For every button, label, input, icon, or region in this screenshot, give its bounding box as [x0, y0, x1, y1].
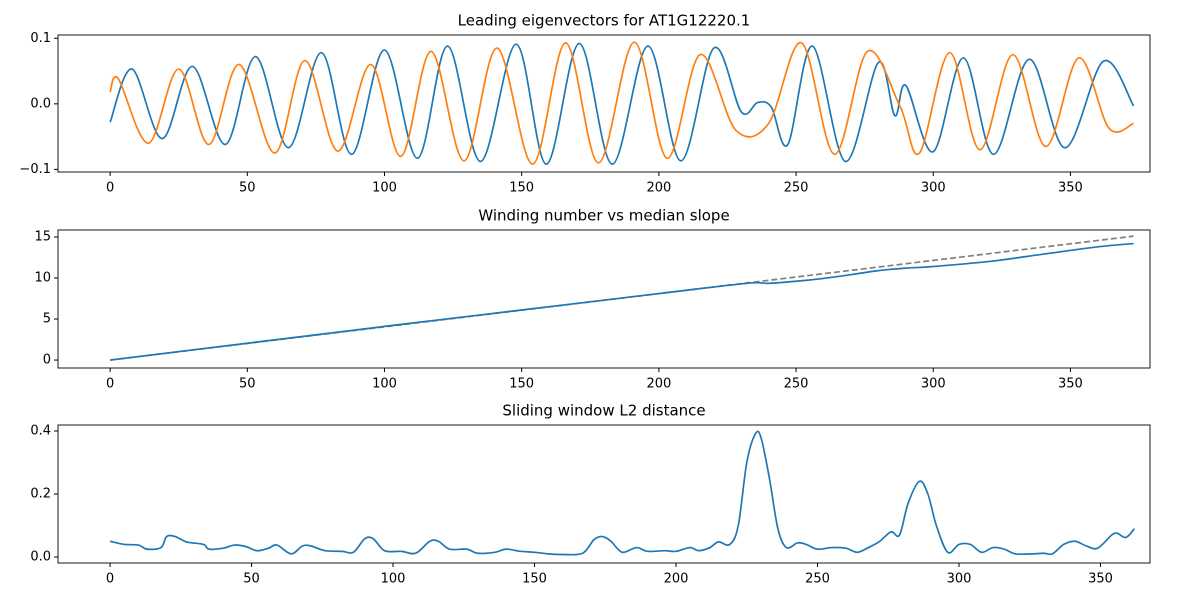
x-tick-label: 0 — [106, 377, 114, 392]
x-tick-label: 100 — [372, 181, 397, 196]
x-tick-label: 100 — [372, 377, 397, 392]
line-series — [110, 242, 1134, 361]
y-tick-label: 0.4 — [30, 423, 51, 438]
x-tick-label: 200 — [646, 181, 671, 196]
y-tick-label: 15 — [34, 229, 51, 244]
x-tick-label: 0 — [106, 572, 114, 587]
y-tick-label: 0.0 — [30, 96, 51, 111]
axes-frame — [57, 424, 1151, 564]
x-tick-label: 250 — [805, 572, 830, 587]
x-tick-label: 350 — [1058, 181, 1083, 196]
x-tick-label: 250 — [784, 181, 809, 196]
x-tick-label: 150 — [509, 377, 534, 392]
x-tick-label: 50 — [243, 572, 260, 587]
y-tick-label: 0.1 — [30, 31, 51, 46]
x-tick-label: 150 — [522, 572, 547, 587]
y-tick-label: 5 — [43, 312, 51, 327]
x-tick-label: 150 — [509, 181, 534, 196]
x-tick-label: 0 — [106, 181, 114, 196]
x-tick-label: 200 — [646, 377, 671, 392]
line-series — [109, 41, 1134, 165]
y-tick-label: 10 — [34, 270, 51, 285]
chart-title: Sliding window L2 distance — [502, 402, 705, 420]
x-tick-label: 50 — [239, 181, 256, 196]
x-tick-label: 300 — [921, 377, 946, 392]
chart-title: Winding number vs median slope — [478, 207, 729, 225]
y-tick-label: 0.2 — [30, 487, 51, 502]
y-tick-label: 0 — [43, 353, 51, 368]
line-series — [109, 42, 1135, 165]
y-tick-label: 0.0 — [30, 550, 51, 565]
x-tick-label: 300 — [947, 572, 972, 587]
x-tick-label: 50 — [239, 377, 256, 392]
x-tick-label: 350 — [1058, 377, 1083, 392]
x-tick-label: 350 — [1088, 572, 1113, 587]
y-tick-label: −0.1 — [19, 162, 51, 177]
x-tick-label: 300 — [921, 181, 946, 196]
chart-title: Leading eigenvectors for AT1G12220.1 — [458, 12, 751, 30]
line-series — [109, 430, 1136, 556]
x-tick-label: 100 — [381, 572, 406, 587]
axes-frame — [57, 34, 1151, 173]
x-tick-label: 200 — [664, 572, 689, 587]
x-tick-label: 250 — [784, 377, 809, 392]
axes-frame — [57, 229, 1151, 369]
